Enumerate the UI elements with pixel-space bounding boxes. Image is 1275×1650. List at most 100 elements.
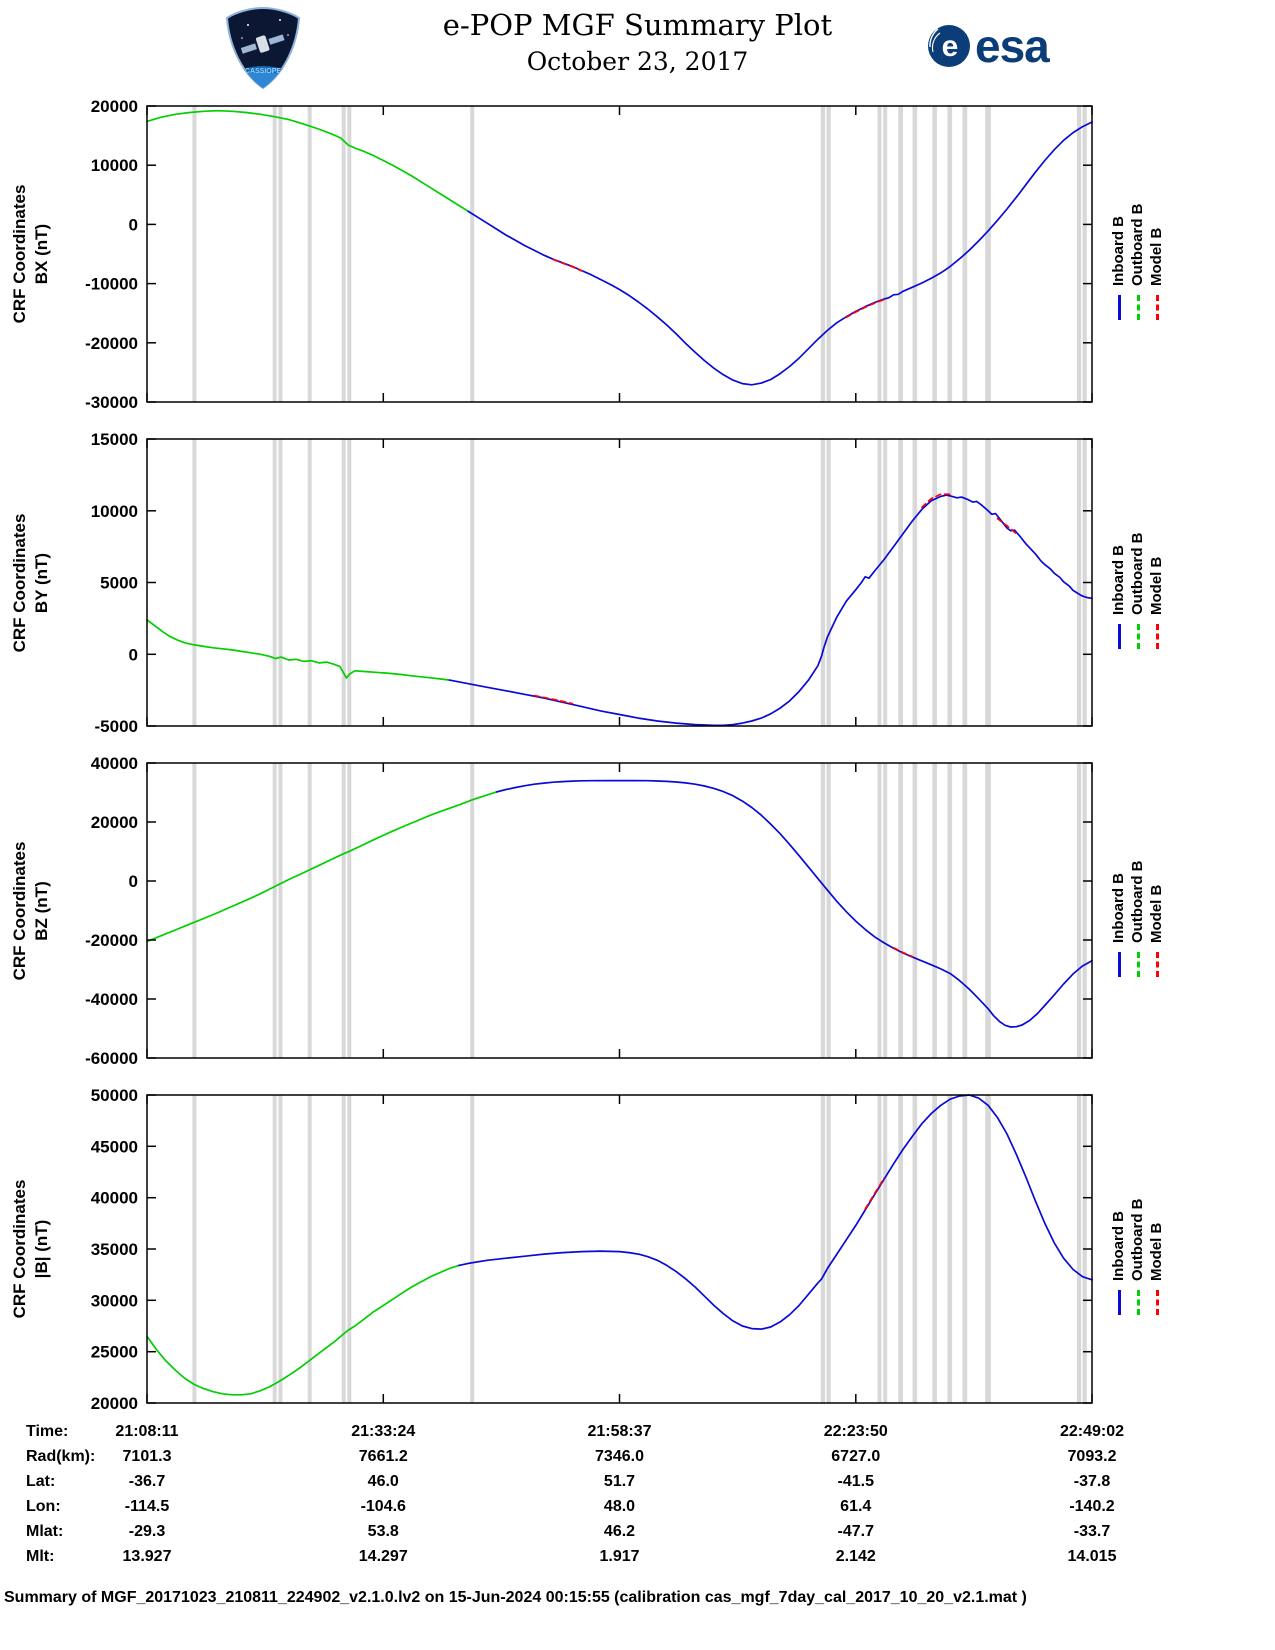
data-gap-band: [912, 1095, 918, 1403]
data-gap-band: [877, 106, 882, 402]
data-gap-band: [307, 1095, 312, 1403]
y-tick-label: -30000: [85, 393, 138, 410]
legend-by: Inboard B Outboard B Model B: [1102, 431, 1275, 734]
plot-date: October 23, 2017: [526, 47, 749, 76]
data-gap-band: [826, 439, 831, 726]
panel-bx: CRF Coordinates BX (nT) -30000 -20000 -10000…: [0, 98, 1275, 410]
annotation-row-label: Lon:: [26, 1498, 61, 1515]
data-gap-band: [341, 1095, 346, 1403]
esa-logo-text: esa: [975, 20, 1050, 72]
annotation-row-label: Mlt:: [26, 1548, 55, 1565]
legend-line-model: [1156, 951, 1159, 977]
y-tick-label: 50000: [91, 1087, 138, 1105]
annotation-value: 14.297: [358, 1548, 408, 1565]
annotation-value: -33.7: [1073, 1523, 1111, 1540]
annotation-row: Lon: -114.5 -104.6 48.0 61.4 -140.2: [26, 1498, 1115, 1523]
annotation-value: -140.2: [1069, 1498, 1115, 1515]
data-gap-band: [883, 1095, 888, 1403]
legend-line-outboard: [1137, 295, 1140, 320]
annotation-value: 61.4: [840, 1498, 872, 1515]
annotation-value: 7101.3: [122, 1448, 172, 1465]
annotation-value: 51.7: [603, 1473, 636, 1490]
data-gap-band: [820, 106, 826, 402]
y-tick-label: 25000: [91, 1343, 138, 1362]
data-gap-band: [1076, 1095, 1082, 1403]
data-gap-band: [347, 763, 352, 1058]
annotation-row-label: Rad(km):: [26, 1448, 96, 1465]
legend-bx: Inboard B Outboard B Model B: [1102, 98, 1275, 410]
series-inboard-b-bz: [495, 779, 1093, 1028]
y-axis-label-bmag: CRF Coordinates |B| (nT): [9, 1179, 51, 1319]
title-block: e-POP MGF Summary Plot October 23, 2017: [0, 8, 1275, 76]
legend-bz: Inboard B Outboard B Model B: [1102, 755, 1275, 1066]
data-gap-band: [962, 439, 968, 726]
data-gap-band: [278, 1095, 283, 1403]
data-gap-band: [898, 1095, 903, 1403]
legend-label: Outboard B: [1129, 860, 1146, 943]
data-gap-band: [1082, 106, 1087, 402]
series-inboard-b-bx: [467, 121, 1093, 386]
annotation-value: 14.015: [1067, 1548, 1117, 1565]
annotation-value: 53.8: [367, 1523, 399, 1540]
plot-area-bmag: 20000 25000 30000 35000 40000 45000 50000: [91, 1087, 1093, 1411]
annotation-value: -37.8: [1073, 1473, 1111, 1490]
plot-area-bx: -30000 -20000 -10000 0 10000 20000: [85, 98, 1093, 410]
data-gap-band: [1076, 439, 1082, 726]
annotation-value: 22:49:02: [1059, 1423, 1125, 1440]
annotation-value: 22:23:50: [823, 1423, 888, 1440]
series-model-b-by: [996, 517, 1018, 535]
data-gap-band: [932, 763, 937, 1058]
data-gap-band: [307, 439, 312, 726]
data-gap-band: [470, 106, 475, 402]
data-gap-band: [898, 763, 903, 1058]
data-gap-band: [272, 106, 277, 402]
y-tick-label: 0: [129, 645, 138, 664]
cassiope-mission-logo: CASSIOPE: [222, 5, 304, 96]
data-gap-band: [877, 439, 882, 726]
data-gap-band: [192, 106, 197, 402]
data-gap-band: [962, 763, 968, 1058]
data-gap-band: [1076, 763, 1082, 1058]
chart-panels: CRF Coordinates BX (nT) -30000 -20000 -10000…: [0, 98, 1275, 1411]
data-gap-band: [192, 439, 197, 726]
y-tick-label: 20000: [91, 813, 138, 832]
data-gap-band: [932, 439, 937, 726]
data-gap-band: [820, 439, 826, 726]
data-gap-band: [470, 439, 475, 726]
cassiope-patch-text: CASSIOPE: [245, 68, 282, 75]
y-tick-label: -10000: [85, 275, 138, 294]
data-gap-band: [272, 763, 277, 1058]
annotation-value: -29.3: [128, 1523, 166, 1540]
series-inboard-b-by: [448, 494, 1093, 727]
legend-line-inboard: [1118, 1290, 1121, 1315]
annotation-row-label: Lat:: [26, 1473, 56, 1490]
data-gap-band: [883, 763, 888, 1058]
summary-line: Summary of MGF_20171023_210811_224902_v2…: [4, 1589, 1027, 1606]
y-tick-label: 40000: [91, 1189, 138, 1208]
data-gap-band: [820, 1095, 826, 1403]
series-model-b-by: [533, 694, 574, 705]
y-tick-label: -40000: [85, 990, 138, 1009]
legend-line-inboard: [1118, 295, 1121, 320]
annotation-value: 7346.0: [595, 1448, 644, 1465]
y-tick-label: -20000: [85, 931, 138, 950]
data-gap-band: [947, 763, 953, 1058]
y-tick-label: 0: [129, 872, 138, 891]
annotation-row: Mlt: 13.927 14.297 1.917 2.142 14.015: [26, 1548, 1116, 1573]
series-model-b-by: [921, 493, 952, 509]
cassiope-patch-icon: CASSIOPE: [225, 6, 301, 90]
y-tick-label: 10000: [91, 156, 138, 175]
y-tick-label: -20000: [85, 334, 138, 353]
annotation-value: -41.5: [837, 1473, 874, 1490]
data-gap-band: [1082, 763, 1087, 1058]
legend-label: Outboard B: [1129, 203, 1146, 287]
series-outboard-b-bx: [146, 109, 470, 213]
data-gap-band: [947, 439, 953, 726]
annotation-value: -114.5: [124, 1498, 170, 1515]
data-gap-band: [883, 439, 888, 726]
svg-text:e: e: [942, 30, 959, 63]
annotation-row: Lat: -36.7 46.0 51.7 -41.5 -37.8: [26, 1473, 1110, 1498]
data-gap-band: [947, 1095, 953, 1403]
data-gap-band: [272, 439, 277, 726]
